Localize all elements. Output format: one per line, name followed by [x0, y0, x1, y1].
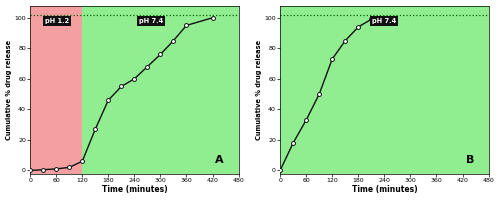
- Text: pH 7.4: pH 7.4: [139, 18, 163, 24]
- X-axis label: Time (minutes): Time (minutes): [102, 185, 167, 194]
- Text: B: B: [466, 155, 474, 165]
- Bar: [30, 6, 82, 174]
- Text: A: A: [216, 155, 224, 165]
- Text: pH 7.4: pH 7.4: [372, 18, 396, 24]
- Text: pH 1.2: pH 1.2: [45, 18, 70, 24]
- Y-axis label: Cumulative % drug release: Cumulative % drug release: [6, 39, 12, 140]
- X-axis label: Time (minutes): Time (minutes): [352, 185, 417, 194]
- Y-axis label: Cumulative % drug release: Cumulative % drug release: [256, 39, 262, 140]
